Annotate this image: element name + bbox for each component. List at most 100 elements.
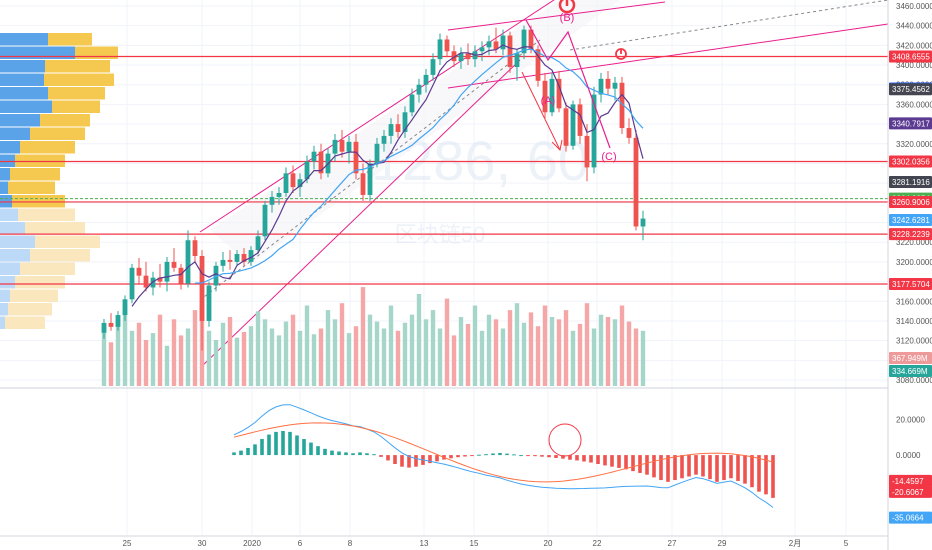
volume-bar bbox=[304, 305, 310, 386]
macd-histogram-bar bbox=[743, 455, 747, 484]
volume-profile-bar bbox=[44, 73, 114, 86]
macd-histogram-bar bbox=[337, 451, 341, 456]
time-tick-label: 2月 bbox=[789, 539, 801, 548]
macd-histogram-bar bbox=[498, 452, 502, 456]
volume-bar bbox=[297, 330, 303, 386]
candle-body bbox=[157, 277, 163, 282]
volume-bar bbox=[185, 328, 191, 386]
volume-bar bbox=[178, 335, 184, 386]
volume-bar bbox=[444, 298, 450, 386]
macd-histogram-bar bbox=[757, 455, 761, 492]
price-tag-text: 3408.6555 bbox=[892, 53, 930, 62]
candle-body bbox=[269, 196, 275, 205]
macd-tag-text: -14.4597 bbox=[892, 477, 924, 486]
macd-histogram-bar bbox=[708, 455, 712, 480]
signal-line bbox=[233, 422, 774, 483]
volume-bar bbox=[465, 323, 471, 386]
candle-body bbox=[493, 41, 499, 50]
price-tag-box bbox=[889, 195, 932, 208]
macd-histogram-bar bbox=[267, 434, 271, 456]
channel-line bbox=[199, 59, 521, 369]
price-tick-label: 3080.0000 bbox=[896, 376, 932, 385]
price-tick-label: 3440.0000 bbox=[896, 22, 932, 31]
price-tag-box bbox=[889, 155, 932, 168]
volume-tag-box bbox=[889, 352, 932, 364]
wave-arrow-head bbox=[551, 139, 563, 152]
macd-histogram-bar bbox=[400, 455, 404, 467]
volume-profile-bar bbox=[0, 208, 18, 221]
price-tick-label: 3200.0000 bbox=[896, 258, 932, 267]
candle-body bbox=[381, 135, 387, 144]
volume-bar bbox=[451, 335, 457, 386]
volume-bar bbox=[332, 319, 338, 386]
time-axis[interactable]: 25 30 2020 6 8 13 15 20 22 27 29 2月 5 bbox=[0, 535, 888, 548]
price-tag-box bbox=[889, 83, 932, 96]
volume-profile-bar bbox=[8, 303, 52, 316]
candle-body bbox=[234, 254, 240, 262]
volume-profile-bar bbox=[0, 303, 8, 316]
candle-body bbox=[542, 80, 548, 113]
volume-bar bbox=[171, 319, 177, 386]
volume-profile-bar bbox=[0, 316, 5, 329]
volume-bar bbox=[458, 317, 464, 386]
price-tag-box bbox=[889, 50, 932, 63]
volume-bar bbox=[136, 322, 142, 386]
volume-profile-bar bbox=[0, 276, 15, 289]
volume-bar bbox=[591, 328, 597, 386]
volume-bar bbox=[108, 342, 114, 386]
candle-body bbox=[451, 51, 457, 62]
candle-body bbox=[479, 47, 485, 52]
volume-bar bbox=[220, 322, 226, 386]
macd-histogram-bar bbox=[687, 455, 691, 477]
macd-histogram-bar bbox=[449, 455, 453, 459]
volume-bar bbox=[395, 330, 401, 386]
volume-bar bbox=[213, 340, 219, 386]
macd-histogram-bar bbox=[554, 455, 558, 458]
volume-bar bbox=[381, 328, 387, 386]
candle-body bbox=[192, 240, 198, 256]
candle-body bbox=[395, 124, 401, 132]
volume-bar bbox=[430, 310, 436, 386]
volume-profile-bar bbox=[30, 127, 85, 140]
volume-profile bbox=[0, 33, 118, 329]
macd-histogram-bar bbox=[274, 431, 278, 456]
volume-bar bbox=[241, 331, 247, 386]
candle-body bbox=[311, 151, 317, 162]
macd-histogram-bar bbox=[281, 431, 285, 456]
volume-bar bbox=[150, 333, 156, 386]
moving-averages bbox=[131, 44, 644, 307]
candle-body bbox=[220, 259, 226, 266]
channel-line bbox=[199, 0, 555, 233]
volume-bar bbox=[619, 305, 625, 386]
wave-label: (C) bbox=[601, 151, 616, 163]
wave-arrow bbox=[521, 71, 561, 151]
macd-histogram-bar bbox=[512, 454, 516, 456]
volume-bar bbox=[633, 328, 639, 386]
wave-path bbox=[525, 19, 611, 149]
volume-bar bbox=[101, 326, 107, 386]
candle-body bbox=[430, 59, 436, 75]
macd-histogram-bar bbox=[596, 455, 600, 464]
candle-body bbox=[521, 29, 527, 54]
macd-tag-text: -20.6067 bbox=[892, 488, 924, 497]
candle-body bbox=[500, 35, 506, 50]
candle-body bbox=[528, 29, 534, 50]
volume-bar bbox=[640, 330, 646, 386]
candle-body bbox=[367, 163, 373, 195]
candle-body bbox=[402, 112, 408, 132]
volume-profile-bar bbox=[0, 195, 12, 208]
price-tag-box bbox=[889, 277, 932, 290]
price-tag-text: 3302.0356 bbox=[892, 157, 930, 166]
macd-tag-box bbox=[889, 511, 932, 524]
volume-bar bbox=[367, 314, 373, 386]
price-tick-label: 3160.0000 bbox=[896, 297, 932, 306]
candle-body bbox=[136, 267, 142, 276]
volume-profile-bar bbox=[45, 60, 110, 73]
wave-annotations: (B) (A) (C) bbox=[521, 0, 627, 457]
macd-histogram-bar bbox=[624, 455, 628, 470]
candle-body bbox=[598, 78, 604, 95]
volume-bar bbox=[493, 319, 499, 386]
volume-profile-bar bbox=[0, 87, 48, 100]
moving-average-line bbox=[131, 44, 644, 307]
